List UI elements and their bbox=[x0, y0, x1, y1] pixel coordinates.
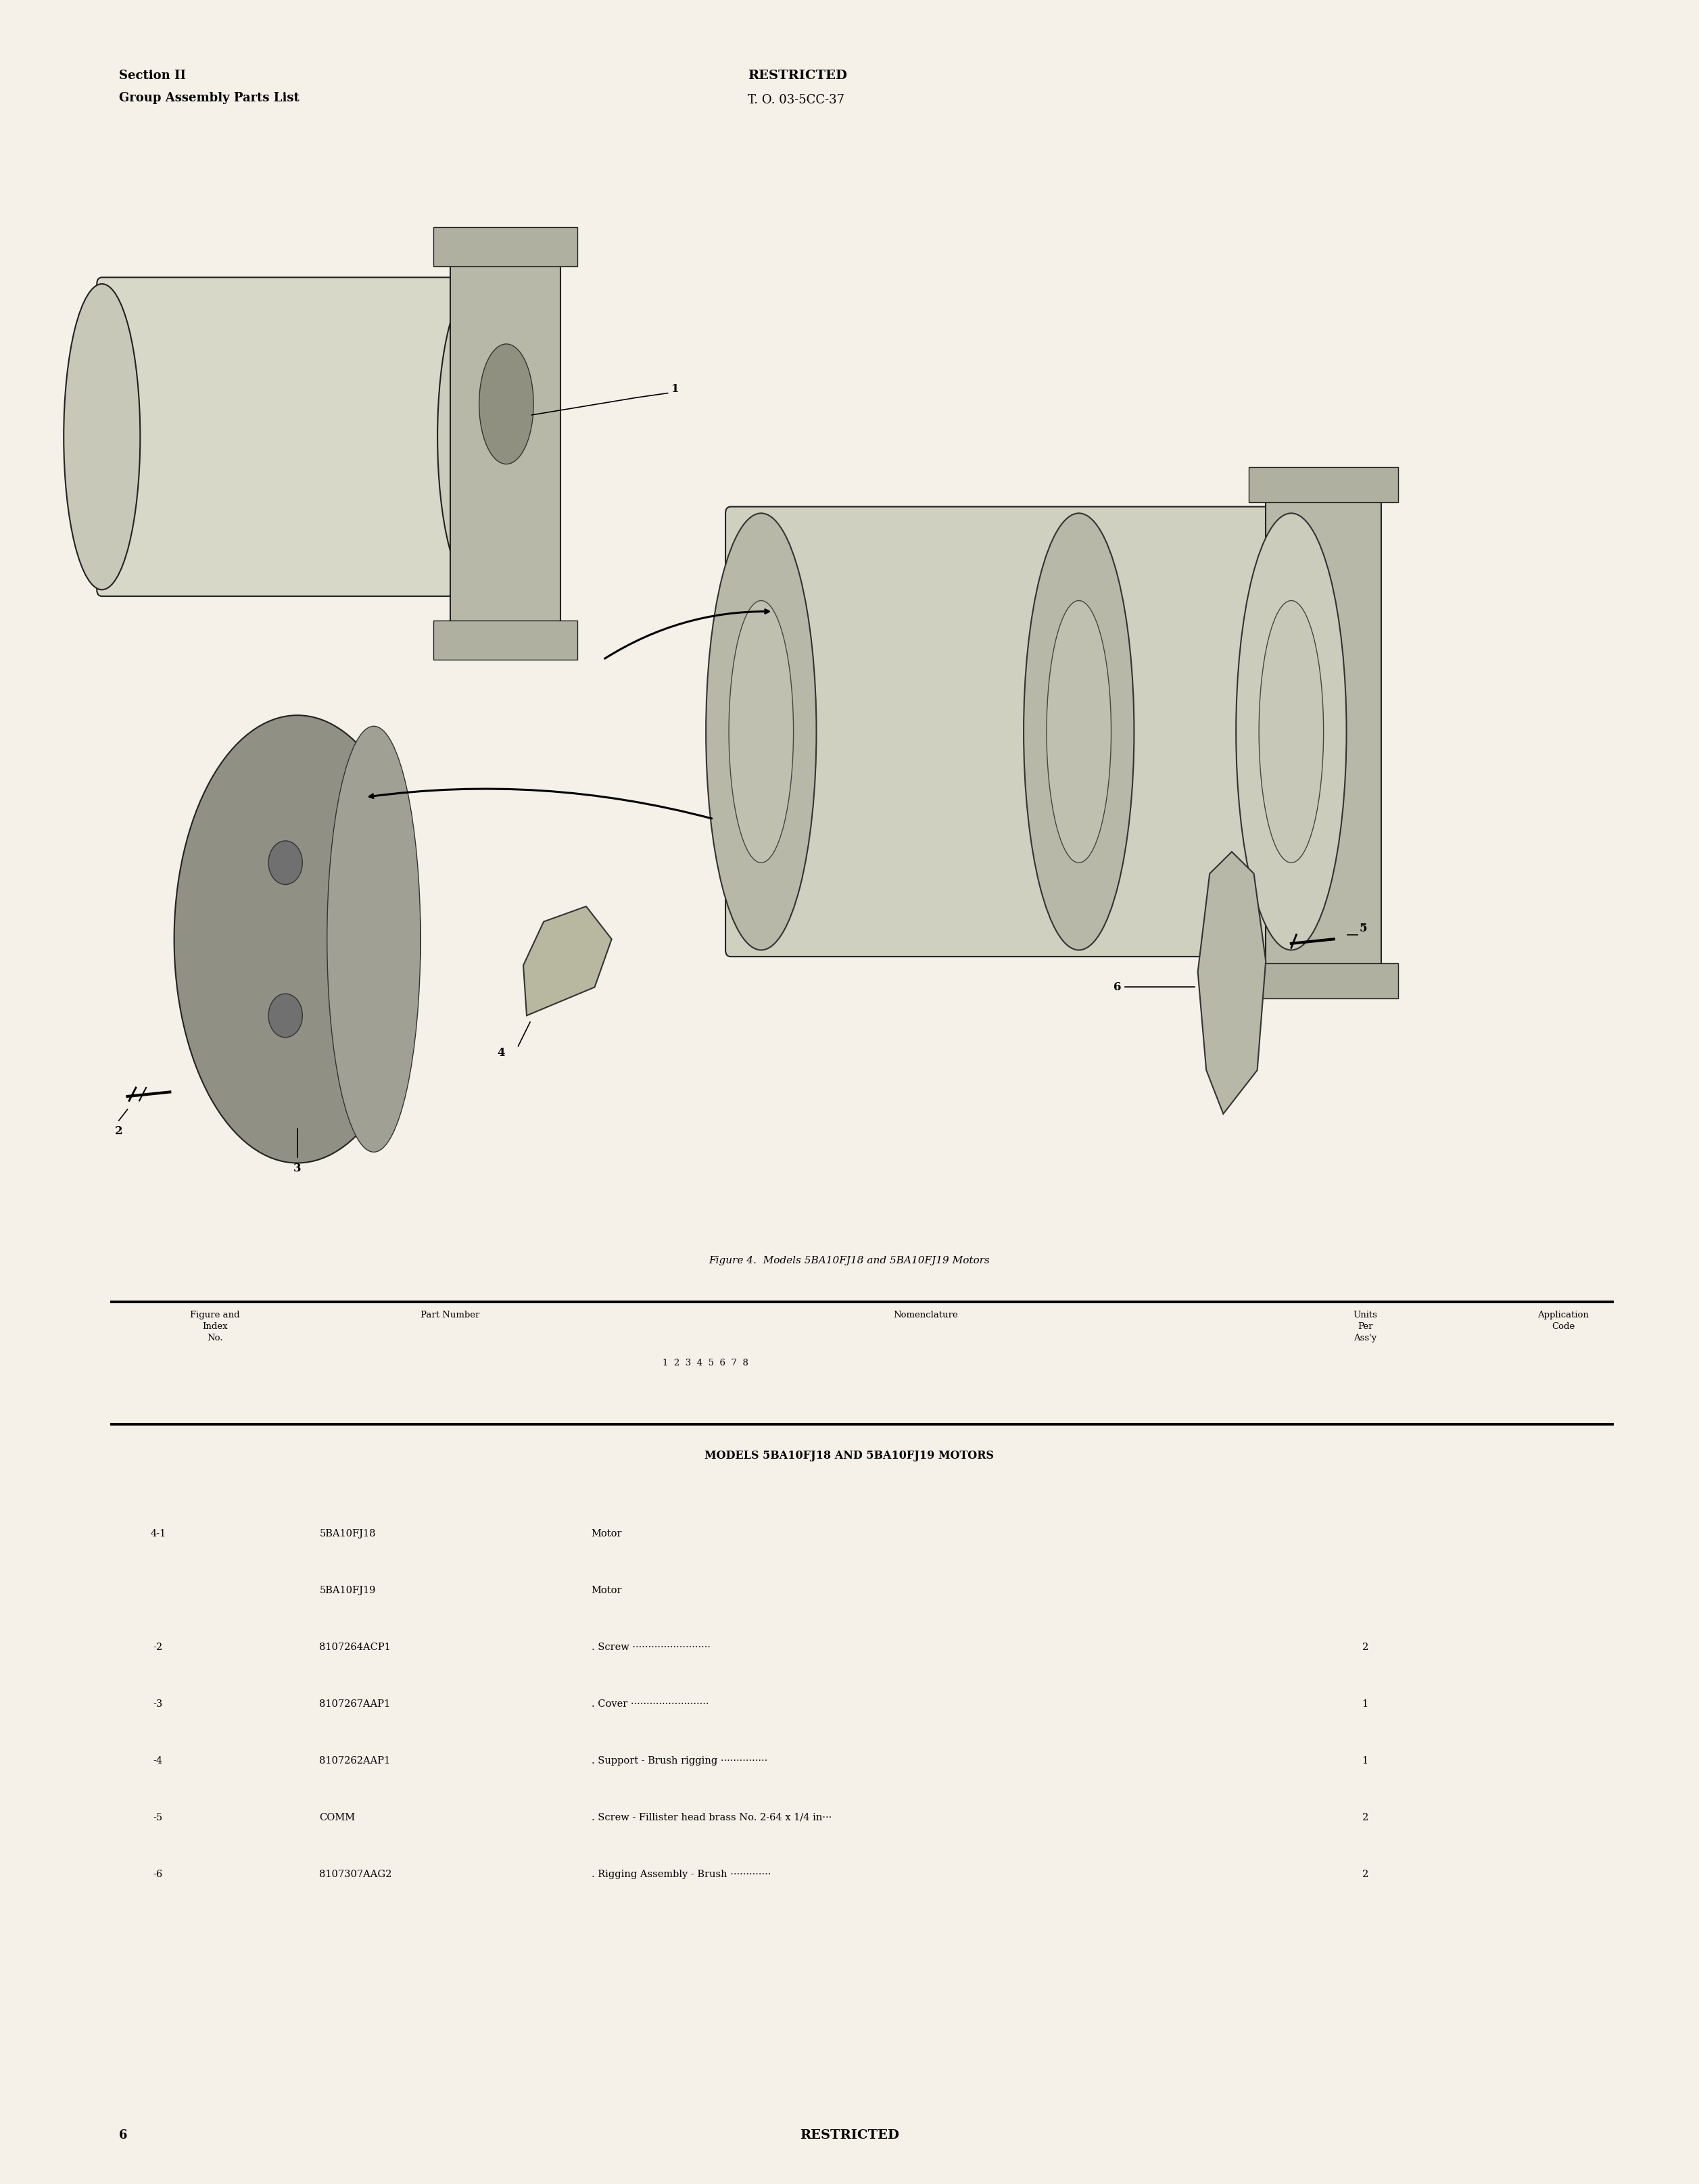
Bar bbox=[1249, 963, 1398, 998]
Ellipse shape bbox=[1235, 513, 1346, 950]
Text: 6: 6 bbox=[1113, 981, 1121, 994]
Text: 8107264ACP1: 8107264ACP1 bbox=[319, 1642, 391, 1651]
Ellipse shape bbox=[479, 345, 533, 465]
Text: MODELS 5BA10FJ18 AND 5BA10FJ19 MOTORS: MODELS 5BA10FJ18 AND 5BA10FJ19 MOTORS bbox=[705, 1450, 994, 1461]
Text: 1: 1 bbox=[1363, 1699, 1368, 1708]
Text: 4: 4 bbox=[498, 1046, 505, 1059]
FancyBboxPatch shape bbox=[433, 227, 578, 266]
Text: . Cover ·························: . Cover ························· bbox=[591, 1699, 708, 1708]
Text: Units
Per
Ass'y: Units Per Ass'y bbox=[1352, 1310, 1378, 1343]
Text: Motor: Motor bbox=[591, 1529, 622, 1538]
FancyBboxPatch shape bbox=[97, 277, 481, 596]
Text: 5BA10FJ19: 5BA10FJ19 bbox=[319, 1586, 375, 1594]
Text: RESTRICTED: RESTRICTED bbox=[748, 70, 846, 83]
Text: 2: 2 bbox=[1363, 1870, 1368, 1878]
Bar bbox=[1266, 470, 1381, 994]
Text: Figure and
Index
No.: Figure and Index No. bbox=[190, 1310, 240, 1343]
Ellipse shape bbox=[63, 284, 139, 590]
Text: . Rigging Assembly - Brush ·············: . Rigging Assembly - Brush ············· bbox=[591, 1870, 771, 1878]
Ellipse shape bbox=[173, 716, 420, 1164]
Text: -4: -4 bbox=[153, 1756, 163, 1765]
Text: -2: -2 bbox=[153, 1642, 163, 1651]
Text: 8107267AAP1: 8107267AAP1 bbox=[319, 1699, 391, 1708]
Polygon shape bbox=[523, 906, 612, 1016]
Text: Section II: Section II bbox=[119, 70, 185, 83]
Text: . Screw - Fillister head brass No. 2-64 x 1/4 in···: . Screw - Fillister head brass No. 2-64 … bbox=[591, 1813, 831, 1821]
Text: 8107307AAG2: 8107307AAG2 bbox=[319, 1870, 392, 1878]
Text: 4-1: 4-1 bbox=[150, 1529, 167, 1538]
Text: 8107262AAP1: 8107262AAP1 bbox=[319, 1756, 391, 1765]
Text: -6: -6 bbox=[153, 1870, 163, 1878]
Text: -5: -5 bbox=[153, 1813, 163, 1821]
Text: 1: 1 bbox=[671, 382, 680, 395]
Text: 1  2  3  4  5  6  7  8: 1 2 3 4 5 6 7 8 bbox=[663, 1358, 748, 1367]
Text: -3: -3 bbox=[153, 1699, 163, 1708]
Ellipse shape bbox=[1259, 601, 1324, 863]
Circle shape bbox=[268, 994, 302, 1037]
Text: 2: 2 bbox=[116, 1125, 122, 1138]
Ellipse shape bbox=[437, 284, 513, 590]
Text: COMM: COMM bbox=[319, 1813, 355, 1821]
FancyBboxPatch shape bbox=[725, 507, 1296, 957]
Ellipse shape bbox=[326, 727, 420, 1153]
Ellipse shape bbox=[1047, 601, 1111, 863]
Text: T. O. 03-5CC-37: T. O. 03-5CC-37 bbox=[748, 94, 844, 107]
Ellipse shape bbox=[707, 513, 816, 950]
Text: RESTRICTED: RESTRICTED bbox=[800, 2129, 899, 2143]
Text: Figure 4.  Models 5BA10FJ18 and 5BA10FJ19 Motors: Figure 4. Models 5BA10FJ18 and 5BA10FJ19… bbox=[708, 1256, 991, 1265]
Text: 2: 2 bbox=[1363, 1813, 1368, 1821]
Text: 2: 2 bbox=[1363, 1642, 1368, 1651]
Ellipse shape bbox=[1023, 513, 1133, 950]
Text: 6: 6 bbox=[119, 2129, 127, 2143]
Text: 5BA10FJ18: 5BA10FJ18 bbox=[319, 1529, 375, 1538]
Text: Application
Code: Application Code bbox=[1538, 1310, 1589, 1330]
Text: Group Assembly Parts List: Group Assembly Parts List bbox=[119, 92, 299, 105]
Polygon shape bbox=[1198, 852, 1266, 1114]
Text: 5: 5 bbox=[1359, 922, 1368, 935]
Circle shape bbox=[268, 841, 302, 885]
Text: Part Number: Part Number bbox=[421, 1310, 479, 1319]
Text: . Screw ·························: . Screw ························· bbox=[591, 1642, 710, 1651]
Text: Motor: Motor bbox=[591, 1586, 622, 1594]
FancyBboxPatch shape bbox=[433, 620, 578, 660]
Text: 1: 1 bbox=[1363, 1756, 1368, 1765]
Text: 3: 3 bbox=[294, 1162, 301, 1175]
Bar bbox=[450, 229, 561, 655]
Text: . Support - Brush rigging ···············: . Support - Brush rigging ··············… bbox=[591, 1756, 768, 1765]
Ellipse shape bbox=[729, 601, 793, 863]
Bar bbox=[1249, 467, 1398, 502]
Text: Nomenclature: Nomenclature bbox=[894, 1310, 958, 1319]
